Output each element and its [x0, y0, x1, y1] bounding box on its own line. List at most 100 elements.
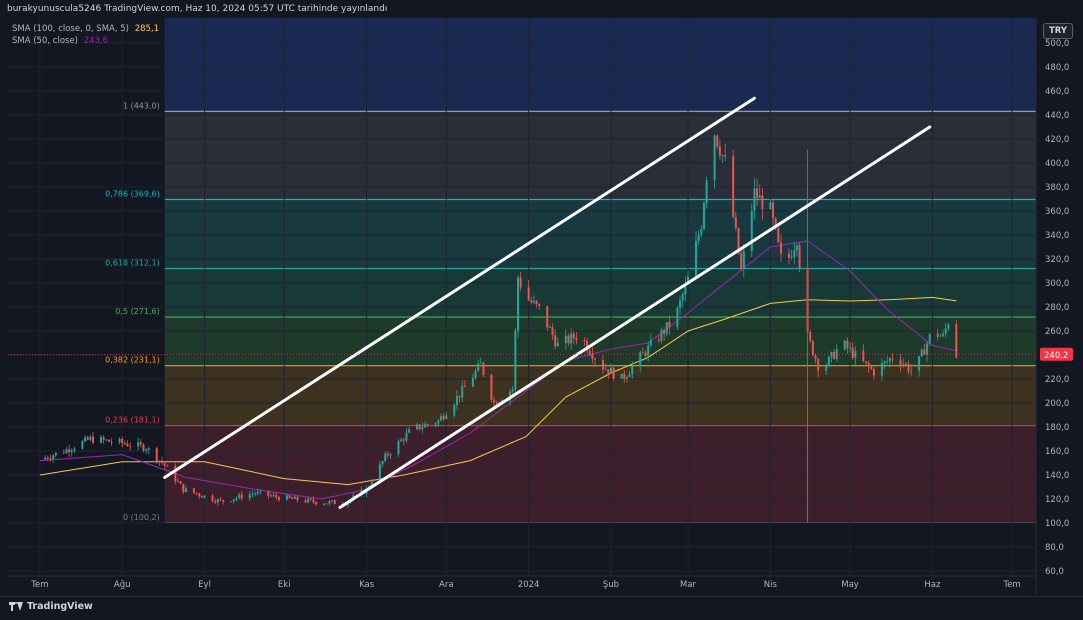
y-tick-label: 420,0	[1045, 135, 1069, 145]
candle-body	[386, 453, 389, 456]
candle-body	[142, 444, 145, 451]
candle-body	[49, 458, 52, 460]
tradingview-brand[interactable]: TradingView	[9, 601, 93, 612]
x-tick-label: Mar	[680, 580, 697, 590]
trend-line	[338, 125, 932, 509]
candle-body	[73, 448, 76, 451]
fib-level-label: 0,236 (181,1)	[105, 416, 160, 425]
candle-body	[216, 499, 219, 503]
candle-body	[591, 354, 594, 360]
publisher-line: burakyunuscula5246 TradingView.com, Haz …	[7, 4, 388, 14]
legend-sma100-value: 285,1	[134, 24, 160, 34]
candle-body	[251, 493, 254, 495]
candle-body	[445, 415, 448, 419]
x-tick-label: Ara	[439, 580, 454, 590]
y-axis-bg	[1036, 18, 1083, 594]
x-tick-label: Eki	[278, 580, 291, 590]
currency-button[interactable]: TRY	[1043, 23, 1073, 39]
candle-body	[381, 461, 384, 465]
x-tick-label: Şub	[603, 580, 619, 590]
y-tick-label: 280,0	[1045, 303, 1069, 313]
candle-body	[288, 495, 291, 498]
candle-body	[535, 300, 538, 304]
candle-body	[697, 234, 700, 241]
candle-body	[883, 361, 886, 364]
candle-body	[679, 300, 682, 308]
candle-body	[862, 350, 865, 362]
candle-body	[817, 359, 820, 371]
candle-body	[870, 366, 873, 369]
trend-channel[interactable]	[8, 96, 1036, 509]
candle-body	[378, 464, 381, 483]
candle-body	[724, 155, 727, 157]
candle-body	[702, 202, 705, 229]
candle-body	[684, 283, 687, 295]
candle-body	[155, 448, 158, 462]
price-chart[interactable]: 1 (443,0) 0,786 (369,6) 0,618 (312,1) 0,5 (…	[0, 0, 1083, 596]
candle-body	[705, 180, 708, 203]
candle-body	[312, 499, 315, 503]
candle-body	[519, 277, 522, 288]
candle-body	[214, 501, 217, 503]
candle-body	[517, 277, 520, 331]
legend-sma50-name: SMA (50, close)	[12, 36, 78, 46]
last-price-badge	[1040, 347, 1073, 361]
candle-body	[222, 500, 225, 502]
candle-body	[495, 402, 498, 405]
candle-body	[694, 240, 697, 277]
candle-body	[426, 424, 429, 426]
x-axis[interactable]: Tem Ağu Eyl Eki Kas Ara 2024 Şub Mar Nis May Haz Tem	[8, 575, 1036, 590]
candle-body	[84, 437, 87, 442]
candle-body	[325, 503, 328, 505]
candle-body	[54, 452, 57, 456]
candle-body	[628, 374, 631, 378]
candle-body	[809, 332, 812, 341]
candle-body	[572, 333, 575, 339]
candle-body	[397, 441, 400, 455]
candle-body	[232, 499, 235, 502]
candle-body	[293, 496, 296, 499]
candle-body	[631, 366, 634, 375]
fib-retracement[interactable]	[164, 18, 1036, 524]
candle-body	[179, 481, 182, 484]
candle-body	[514, 330, 517, 390]
y-axis[interactable]: 60,0 80,0 100,0 120,0 140,0 160,0 180,0 200,0 22…	[1035, 18, 1083, 594]
candle-body	[477, 363, 480, 371]
candle-body	[939, 335, 942, 337]
candle-body	[620, 373, 623, 379]
candle-body	[594, 359, 597, 360]
candle-body	[118, 438, 121, 443]
candle-body	[65, 449, 68, 454]
candle-body	[275, 494, 278, 498]
candle-body	[575, 338, 578, 341]
candle-body	[830, 352, 833, 357]
candle-body	[259, 491, 262, 492]
legend-sma100[interactable]: SMA (100, close, 0, SMA, 5) 285,1	[12, 24, 159, 34]
y-tick-label: 300,0	[1045, 279, 1069, 289]
fib-zone	[164, 111, 1036, 200]
candle-body	[713, 135, 716, 181]
candle-body	[886, 361, 889, 363]
candle-body	[609, 367, 612, 374]
candle-body	[532, 300, 535, 303]
y-tick-label: 120,0	[1045, 495, 1069, 505]
candle-body	[668, 322, 671, 328]
fib-labels: 1 (443,0) 0,786 (369,6) 0,618 (312,1) 0,5 (…	[105, 101, 160, 521]
candle-body	[458, 395, 461, 398]
y-tick-label: 220,0	[1045, 375, 1069, 385]
candle-body	[463, 385, 466, 387]
candle-body	[904, 363, 907, 365]
candle-body	[564, 335, 567, 344]
candle-body	[137, 442, 140, 447]
candle-body	[769, 202, 772, 210]
candle-body	[955, 324, 958, 358]
legend-sma50[interactable]: SMA (50, close) 243,6	[12, 36, 108, 46]
legend-sma50-value: 243,6	[83, 36, 109, 46]
candle-body	[623, 373, 626, 379]
candle-body	[99, 437, 102, 443]
candle-body	[182, 483, 185, 492]
candle-body	[304, 500, 307, 503]
grid	[8, 18, 1036, 576]
candle-body	[740, 253, 743, 269]
y-tick-label: 100,0	[1045, 519, 1069, 529]
